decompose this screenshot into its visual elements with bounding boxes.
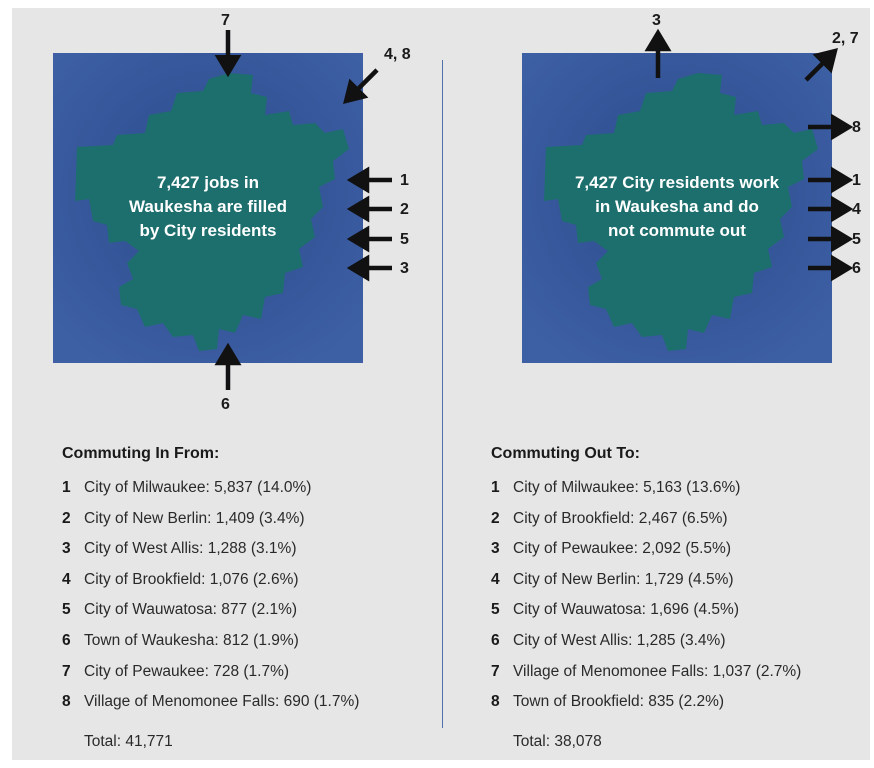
commuting-out-list: 1 City of Milwaukee: 5,163 (13.6%) 2 City … [491,473,801,718]
list-item: 7 Village of Menomonee Falls: 1,037 (2.7%… [491,662,802,680]
list-item: 5 City of Wauwatosa: 877 (2.1%) [62,601,298,619]
arrow-label-out-top: 3 [652,12,661,29]
arrow-label-out-2: 4 [852,201,861,218]
commuting-out-total: Total: 38,078 [513,733,602,750]
arrow-label-in-top-right: 4, 8 [384,46,411,63]
list-item: 2 City of Brookfield: 2,467 (6.5%) [491,509,728,527]
list-item: 5 City of Wauwatosa: 1,696 (4.5%) [491,601,739,619]
arrow-label-in-2: 2 [400,201,409,218]
arrow-label-in-bottom: 6 [221,396,230,413]
list-item: 4 City of New Berlin: 1,729 (4.5%) [491,570,734,588]
commuting-out-map: 7,427 City residents work in Waukesha an… [522,53,832,363]
list-item: 3 City of Pewaukee: 2,092 (5.5%) [491,540,731,558]
commuting-out-heading: Commuting Out To: [491,445,640,462]
arrow-label-in-1: 1 [400,172,409,189]
arrow-label-out-4: 6 [852,260,861,277]
arrow-label-in-top: 7 [221,12,230,29]
list-item: 8 Village of Menomonee Falls: 690 (1.7%) [62,693,360,711]
center-divider [442,60,443,728]
arrow-label-out-top-right: 2, 7 [832,30,859,47]
commuting-in-total: Total: 41,771 [84,733,173,750]
commuting-out-map-text: 7,427 City residents work in Waukesha an… [574,173,780,240]
list-item: 3 City of West Allis: 1,288 (3.1%) [62,540,297,558]
list-item: 6 Town of Waukesha: 812 (1.9%) [62,631,299,649]
list-item: 6 City of West Allis: 1,285 (3.4%) [491,631,726,649]
arrow-label-out-0: 8 [852,119,861,136]
list-item: 2 City of New Berlin: 1,409 (3.4%) [62,509,305,527]
list-item: 1 City of Milwaukee: 5,163 (13.6%) [491,479,741,496]
list-item: 1 City of Milwaukee: 5,837 (14.0%) [62,479,312,496]
arrow-label-out-3: 5 [852,231,861,248]
list-item: 4 City of Brookfield: 1,076 (2.6%) [62,570,299,588]
commuting-in-list: 1 City of Milwaukee: 5,837 (14.0%) 2 City … [62,473,359,718]
commuting-in-map-text: 7,427 jobs in Waukesha are filled by Cit… [128,173,288,240]
arrow-label-in-3: 5 [400,231,409,248]
list-item: 7 City of Pewaukee: 728 (1.7%) [62,662,290,680]
arrow-label-in-4: 3 [400,260,409,277]
commuting-in-heading: Commuting In From: [62,445,220,462]
commuting-in-map: 7,427 jobs in Waukesha are filled by Cit… [53,53,363,363]
arrow-label-out-1: 1 [852,172,861,189]
list-item: 8 Town of Brookfield: 835 (2.2%) [491,693,725,711]
